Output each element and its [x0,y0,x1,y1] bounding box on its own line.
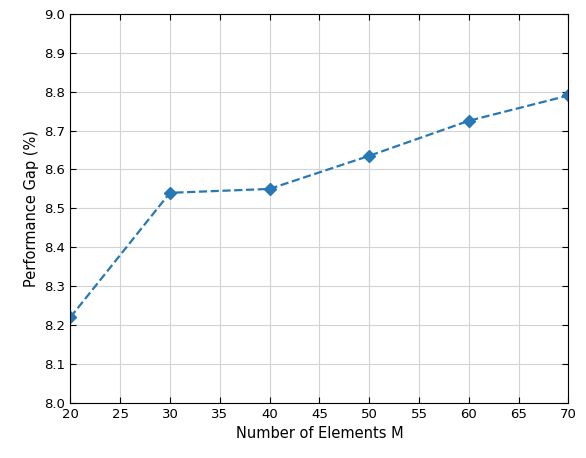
X-axis label: Number of Elements M: Number of Elements M [236,426,403,442]
Y-axis label: Performance Gap (%): Performance Gap (%) [24,130,39,287]
